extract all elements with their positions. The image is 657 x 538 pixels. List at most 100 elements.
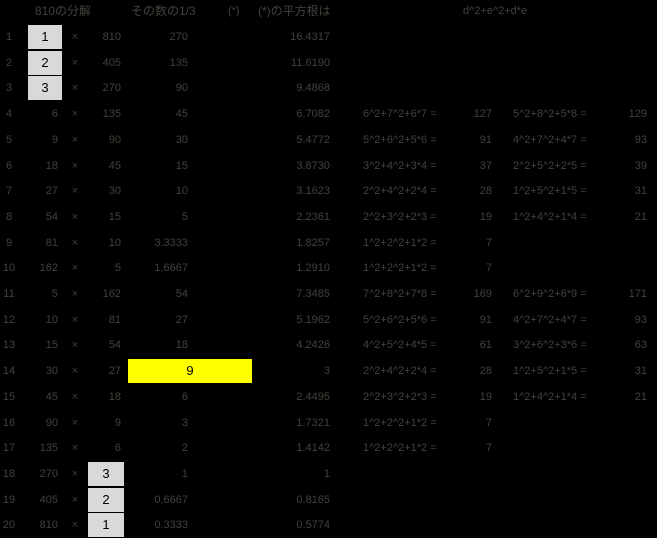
cell-result-2[interactable]: 93 [634, 133, 647, 146]
cell-expression-1[interactable]: 2^2+3^2+2*3 = [363, 210, 437, 223]
cell-one-third[interactable]: 15 [175, 159, 188, 172]
cell-one-third[interactable]: 1 [181, 467, 188, 480]
cell-expression-1[interactable]: 2^2+3^2+2*3 = [363, 390, 437, 403]
cell-factor-a[interactable]: 5 [51, 288, 58, 300]
cell-factor-b[interactable]: 162 [102, 288, 121, 300]
cell-result-2[interactable]: 31 [634, 185, 647, 198]
cell-factor-b[interactable]: 5 [114, 262, 121, 275]
cell-sqrt[interactable]: 1.2910 [296, 262, 330, 275]
cell-expression-2[interactable]: 1^2+4^2+1*4 = [513, 390, 587, 403]
cell-sqrt[interactable]: 1.8257 [296, 236, 330, 249]
cell-factor-a[interactable]: 3 [28, 76, 62, 101]
cell-result-1[interactable]: 169 [473, 288, 492, 300]
cell-factor-a[interactable]: 54 [45, 210, 58, 223]
cell-factor-a[interactable]: 45 [45, 390, 58, 403]
cell-factor-a[interactable]: 9 [51, 133, 58, 146]
cell-one-third[interactable]: 2 [181, 442, 188, 455]
header-formula[interactable]: d^2+e^2+d*e [463, 5, 528, 17]
cell-expression-1[interactable]: 5^2+6^2+5*6 = [363, 313, 437, 326]
cell-one-third[interactable]: 0.6667 [154, 493, 188, 506]
cell-result-2[interactable]: 31 [634, 365, 647, 378]
cell-expression-1[interactable]: 1^2+2^2+1*2 = [363, 236, 437, 249]
row-header-cell[interactable]: 15 [2, 390, 16, 403]
cell-one-third[interactable]: 1.6667 [154, 262, 188, 275]
header-star[interactable]: (*) [228, 5, 240, 17]
cell-expression-1[interactable]: 1^2+2^2+1*2 = [363, 262, 437, 275]
cell-factor-a[interactable]: 810 [39, 519, 58, 532]
row-header-cell[interactable]: 5 [5, 133, 13, 146]
row-header-cell[interactable]: 1 [5, 31, 13, 43]
cell-sqrt[interactable]: 2.4495 [296, 390, 330, 403]
row-header-cell[interactable]: 9 [5, 236, 13, 249]
cell-factor-b[interactable]: 15 [108, 210, 121, 223]
cell-result-2[interactable]: 39 [634, 159, 647, 172]
cell-result-1[interactable]: 127 [473, 108, 492, 121]
cell-result-1[interactable]: 7 [485, 442, 492, 455]
row-header-cell[interactable]: 14 [2, 365, 16, 378]
row-header-cell[interactable]: 20 [2, 519, 16, 532]
cell-factor-b[interactable]: 10 [108, 236, 121, 249]
cell-expression-2[interactable]: 1^2+5^2+1*5 = [513, 185, 587, 198]
row-header-cell[interactable]: 18 [2, 467, 16, 480]
row-header-cell[interactable]: 11 [3, 288, 15, 300]
cell-one-third[interactable]: 135 [169, 56, 188, 69]
row-header-cell[interactable]: 2 [5, 56, 13, 69]
cell-factor-b[interactable]: 2 [88, 487, 124, 512]
cell-sqrt[interactable]: 3.1623 [296, 185, 330, 198]
cell-sqrt[interactable]: 4.2426 [296, 339, 330, 352]
cell-sqrt[interactable]: 5.4772 [296, 133, 330, 146]
cell-factor-b[interactable]: 81 [108, 313, 121, 326]
cell-expression-2[interactable]: 2^2+5^2+2*5 = [513, 159, 587, 172]
cell-result-2[interactable]: 129 [628, 108, 647, 121]
cell-factor-b[interactable]: 30 [108, 185, 121, 198]
cell-sqrt[interactable]: 2.2361 [296, 210, 330, 223]
cell-one-third[interactable]: 5 [181, 210, 188, 223]
row-header-cell[interactable]: 13 [2, 339, 16, 352]
cell-result-1[interactable]: 7 [485, 236, 492, 249]
cell-one-third[interactable]: 0.3333 [154, 519, 188, 532]
cell-result-1[interactable]: 91 [479, 133, 492, 146]
cell-result-1[interactable]: 28 [479, 185, 492, 198]
cell-factor-a[interactable]: 10 [45, 313, 58, 326]
cell-result-2[interactable]: 171 [628, 288, 647, 300]
cell-result-1[interactable]: 19 [479, 210, 492, 223]
cell-factor-a[interactable]: 2 [28, 50, 62, 75]
header-sqrt[interactable]: (*)の平方根は [258, 4, 331, 18]
cell-factor-a[interactable]: 135 [39, 442, 58, 455]
cell-one-third[interactable]: 90 [175, 82, 188, 95]
cell-result-2[interactable]: 21 [634, 390, 647, 403]
cell-expression-1[interactable]: 6^2+7^2+6*7 = [363, 108, 437, 121]
cell-factor-b[interactable]: 90 [108, 133, 121, 146]
cell-result-1[interactable]: 7 [485, 416, 492, 429]
cell-result-1[interactable]: 37 [479, 159, 492, 172]
cell-factor-b[interactable]: 3 [88, 461, 124, 486]
cell-result-2[interactable]: 63 [634, 339, 647, 352]
cell-expression-2[interactable]: 4^2+7^2+4*7 = [513, 133, 587, 146]
cell-result-1[interactable]: 28 [479, 365, 492, 378]
cell-factor-b[interactable]: 45 [108, 159, 121, 172]
row-header-cell[interactable]: 6 [5, 159, 13, 172]
cell-one-third[interactable]: 270 [169, 31, 188, 43]
cell-factor-a[interactable]: 81 [45, 236, 58, 249]
row-header-cell[interactable]: 4 [5, 108, 13, 121]
cell-expression-1[interactable]: 5^2+6^2+5*6 = [363, 133, 437, 146]
cell-factor-a[interactable]: 1 [28, 25, 62, 49]
cell-factor-b[interactable]: 18 [108, 390, 121, 403]
cell-expression-1[interactable]: 4^2+5^2+4*5 = [363, 339, 437, 352]
cell-factor-a[interactable]: 405 [39, 493, 58, 506]
cell-result-1[interactable]: 19 [479, 390, 492, 403]
cell-sqrt[interactable]: 1.7321 [296, 416, 330, 429]
cell-result-1[interactable]: 91 [479, 313, 492, 326]
cell-factor-a[interactable]: 6 [51, 108, 58, 121]
cell-expression-1[interactable]: 1^2+2^2+1*2 = [363, 416, 437, 429]
cell-factor-a[interactable]: 30 [45, 365, 58, 378]
cell-sqrt[interactable]: 0.5774 [296, 519, 330, 532]
cell-sqrt[interactable]: 0.8165 [296, 493, 330, 506]
cell-result-2[interactable]: 21 [634, 210, 647, 223]
cell-sqrt[interactable]: 1.4142 [296, 442, 330, 455]
row-header-cell[interactable]: 17 [2, 442, 16, 455]
cell-sqrt[interactable]: 1 [323, 467, 330, 480]
cell-factor-b[interactable]: 405 [102, 56, 121, 69]
cell-factor-a[interactable]: 90 [45, 416, 58, 429]
cell-sqrt[interactable]: 6.7082 [296, 108, 330, 121]
